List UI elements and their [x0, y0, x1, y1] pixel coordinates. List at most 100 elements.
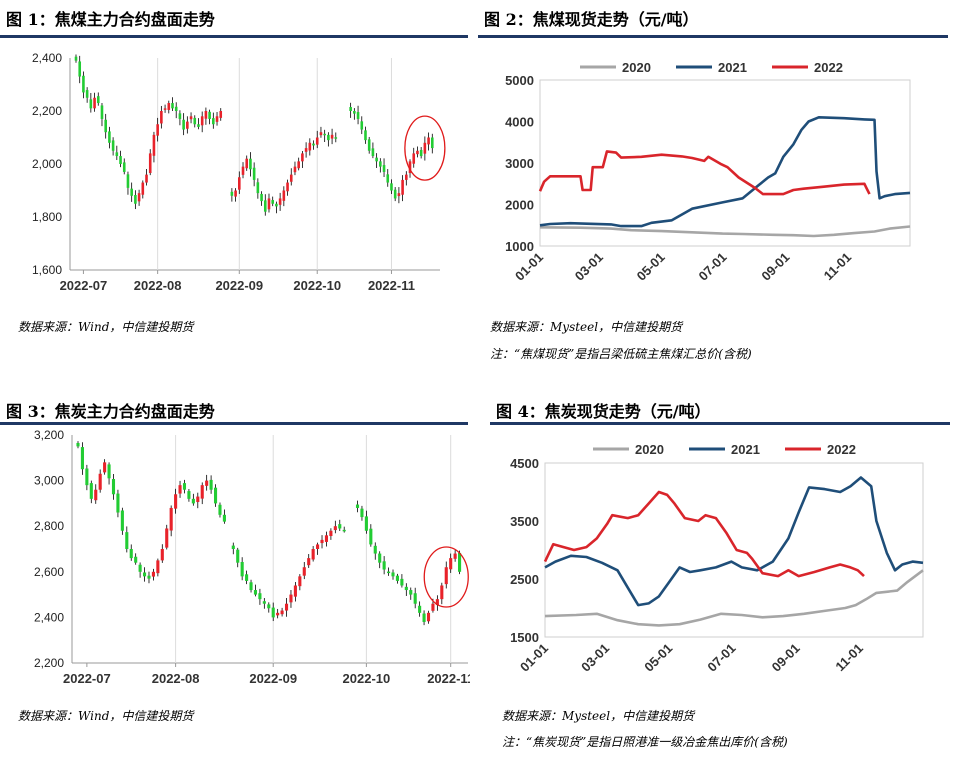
- candle-body: [231, 545, 235, 549]
- y-tick-label: 2500: [510, 572, 539, 587]
- candle-body: [284, 603, 289, 611]
- x-tick-label: 2022-10: [343, 671, 391, 686]
- candle-body: [404, 586, 408, 591]
- candle-body: [120, 510, 124, 531]
- candle-body: [174, 494, 178, 509]
- candle-body: [156, 560, 160, 574]
- candle-body: [160, 111, 163, 124]
- candle-body: [289, 174, 293, 182]
- candle-body: [323, 133, 326, 136]
- candle-body: [367, 139, 371, 151]
- y-tick-label: 4000: [505, 115, 534, 130]
- candle-body: [134, 556, 138, 563]
- series-line-2021: [539, 116, 911, 228]
- candle-body: [148, 153, 152, 174]
- candle-body: [142, 572, 147, 577]
- candle-body: [453, 553, 457, 559]
- candle-body: [98, 473, 102, 490]
- candle-body: [408, 161, 412, 174]
- title-rule: [0, 35, 468, 38]
- candle-body: [416, 150, 419, 155]
- candle-body: [444, 567, 448, 585]
- candle-body: [271, 607, 275, 618]
- candle-body: [108, 131, 111, 143]
- x-tick-label: 2022-11: [427, 671, 470, 686]
- candle-body: [219, 111, 223, 118]
- figure-4-note: 注：“焦炭现货”是指日照港准一级冶金焦出库价(含税): [502, 735, 788, 749]
- candle-body: [405, 174, 408, 180]
- candle-body: [160, 549, 164, 561]
- candle-body: [308, 142, 312, 151]
- candle-body: [204, 111, 208, 119]
- candle-body: [171, 103, 174, 109]
- candle-body: [378, 553, 382, 563]
- candle-body: [297, 161, 300, 169]
- y-tick-label: 3,000: [34, 474, 64, 488]
- legend-label: 2020: [622, 60, 651, 75]
- highlight-circle: [423, 546, 469, 608]
- figure-1-source: 数据来源：Wind，中信建投期货: [18, 320, 194, 334]
- candle-body: [289, 594, 293, 603]
- candle-body: [200, 485, 204, 499]
- candle-body: [390, 183, 393, 191]
- candle-body: [275, 203, 278, 207]
- highlight-circle: [404, 115, 446, 181]
- candle-body: [382, 165, 386, 172]
- candle-body: [327, 134, 330, 141]
- candle-body: [78, 61, 82, 77]
- candle-body: [241, 166, 245, 175]
- candle-body: [330, 134, 334, 139]
- x-tick-label: 2022-08: [134, 278, 182, 293]
- candle-body: [379, 161, 382, 167]
- candle-body: [182, 119, 185, 130]
- legend-label: 2022: [814, 60, 843, 75]
- candle-body: [369, 528, 373, 545]
- candle-body: [435, 599, 439, 606]
- candle-body: [151, 571, 155, 577]
- candle-body: [107, 464, 111, 479]
- candle-body: [156, 124, 159, 136]
- y-tick-label: 2,200: [34, 656, 64, 670]
- y-tick-label: 2,400: [34, 610, 64, 624]
- candle-body: [304, 148, 308, 152]
- candle-body: [212, 118, 215, 125]
- figure-4-source: 数据来源：Mysteel，中信建投期货: [502, 709, 695, 723]
- candle-body: [338, 524, 342, 529]
- legend-label: 2020: [635, 442, 664, 457]
- candle-body: [230, 191, 234, 196]
- x-tick-label: 2022-09: [249, 671, 297, 686]
- candle-body: [129, 549, 133, 559]
- x-tick-label: 2022-09: [215, 278, 263, 293]
- candle-body: [319, 132, 323, 136]
- figure-2-title: 图 2：焦煤现货走势（元/吨）: [484, 10, 699, 29]
- y-tick-label: 1,800: [32, 210, 62, 224]
- candle-body: [249, 158, 252, 170]
- candle-body: [96, 96, 100, 104]
- coking-coal-futures-chart: 1,600 1,800 2,000 2,200 2,400 2022-07 2022-08 2…: [32, 51, 446, 293]
- figure-4-title: 图 4：焦炭现货走势（元/吨）: [496, 402, 711, 421]
- candle-body: [191, 498, 195, 504]
- candle-body: [196, 496, 200, 503]
- candle-body: [145, 174, 148, 183]
- candle-body: [74, 56, 78, 61]
- candle-body: [324, 535, 329, 542]
- candle-body: [249, 582, 253, 591]
- candle-body: [391, 572, 395, 577]
- candle-body: [80, 447, 84, 470]
- candle-body: [298, 576, 302, 587]
- candle-body: [413, 593, 417, 604]
- candle-body: [387, 571, 391, 574]
- candle-body: [169, 507, 173, 531]
- candle-body: [178, 485, 182, 494]
- y-tick-label: 2,600: [34, 565, 64, 579]
- legend-label: 2022: [827, 442, 856, 457]
- figure-2-source: 数据来源：Mysteel，中信建投期货: [490, 320, 683, 334]
- candle-body: [371, 148, 375, 157]
- candle-body: [197, 124, 200, 127]
- title-rule: [478, 35, 948, 38]
- candle-body: [100, 105, 104, 119]
- y-tick-label: 1,600: [32, 263, 62, 277]
- candle-body: [258, 593, 262, 600]
- candle-body: [178, 113, 182, 119]
- x-tick-label: 03-01: [578, 641, 612, 675]
